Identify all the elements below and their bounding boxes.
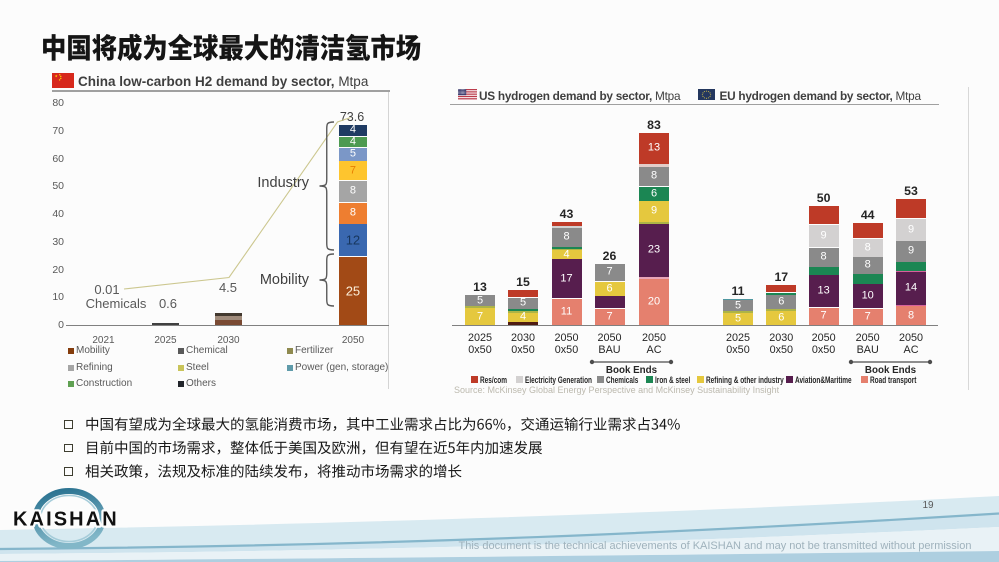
svg-text:KAISHAN: KAISHAN: [13, 509, 119, 531]
